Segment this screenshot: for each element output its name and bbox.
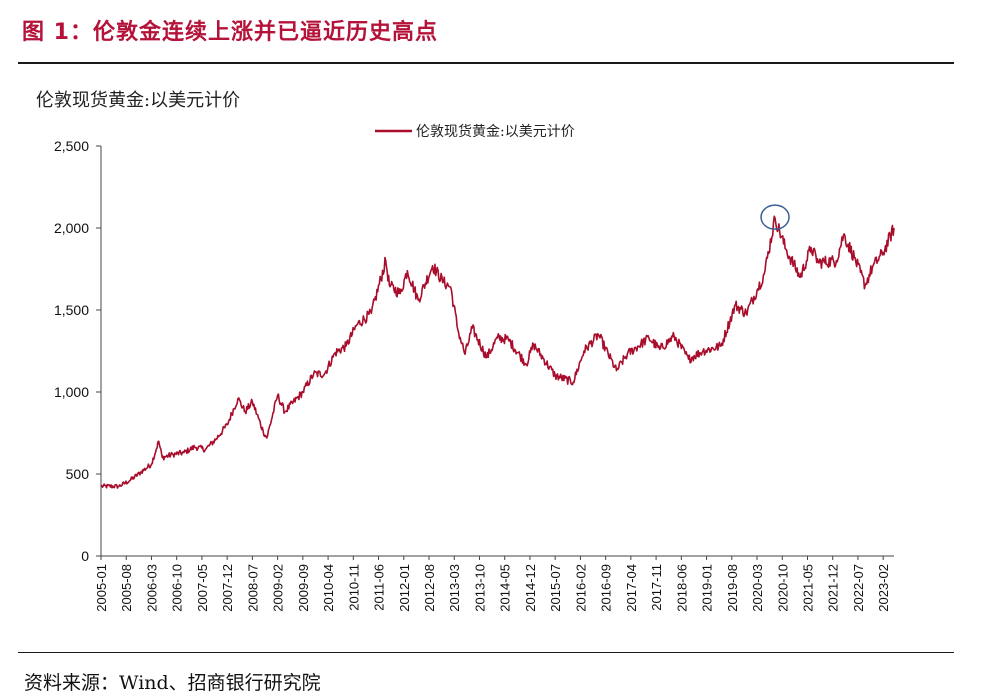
x-tick-label: 2006-10 xyxy=(170,564,185,612)
x-tick-label: 2007-05 xyxy=(195,564,210,612)
x-tick-label: 2021-12 xyxy=(826,564,841,612)
x-tick-label: 2008-07 xyxy=(245,564,260,612)
gold-price-series-line xyxy=(100,215,895,489)
x-tick-label: 2021-05 xyxy=(800,564,815,612)
x-tick-label: 2022-07 xyxy=(851,564,866,612)
unit-label: 伦敦现货黄金:以美元计价 xyxy=(36,90,241,111)
x-tick-label: 2006-03 xyxy=(144,564,159,612)
x-tick-label: 2017-11 xyxy=(649,564,664,611)
x-tick-label: 2018-06 xyxy=(674,564,689,612)
x-tick-label: 2014-05 xyxy=(498,564,513,612)
x-tick-label: 2009-09 xyxy=(296,564,311,612)
x-tick-label: 2013-03 xyxy=(447,564,462,612)
top-rule xyxy=(18,62,954,64)
x-tick-label: 2016-09 xyxy=(599,564,614,612)
plot-area xyxy=(100,204,895,489)
x-tick-label: 2012-08 xyxy=(422,564,437,612)
x-tick-label: 2009-02 xyxy=(271,564,286,612)
x-tick-label: 2020-10 xyxy=(775,564,790,612)
x-tick-label: 2016-02 xyxy=(573,564,588,612)
x-tick-label: 2011-06 xyxy=(372,564,387,611)
y-tick-label: 500 xyxy=(66,466,90,482)
x-tick-label: 2019-01 xyxy=(700,564,715,612)
bottom-rule xyxy=(18,652,954,653)
x-tick-label: 2012-01 xyxy=(397,564,412,612)
x-tick-label: 2014-12 xyxy=(523,564,538,612)
chart-axes xyxy=(100,146,894,557)
x-tick-label: 2023-02 xyxy=(876,564,891,612)
historical-high-marker xyxy=(760,204,790,230)
x-tick-label: 2019-08 xyxy=(725,564,740,612)
x-tick-label: 2005-08 xyxy=(119,564,134,612)
x-tick-label: 2005-01 xyxy=(94,564,109,612)
figure-title: 图 1：伦敦金连续上涨并已逼近历史高点 xyxy=(22,20,438,45)
x-tick-label: 2020-03 xyxy=(750,564,765,612)
y-tick-label: 1,500 xyxy=(54,302,89,318)
y-tick-label: 2,000 xyxy=(54,220,89,236)
x-tick-label: 2017-04 xyxy=(624,564,639,612)
source-note: 资料来源：Wind、招商银行研究院 xyxy=(24,672,321,694)
x-tick-label: 2010-11 xyxy=(346,564,361,611)
x-tick-label: 2007-12 xyxy=(220,564,235,612)
x-tick-label: 2010-04 xyxy=(321,564,336,612)
x-tick-label: 2013-10 xyxy=(472,564,487,612)
legend-label: 伦敦现货黄金:以美元计价 xyxy=(416,123,575,140)
chart-legend: 伦敦现货黄金:以美元计价 xyxy=(375,123,575,140)
y-axis-ticks: 0 500 1,000 1,500 2,000 2,500 xyxy=(54,138,101,564)
x-tick-label: 2015-07 xyxy=(548,564,563,612)
y-tick-label: 0 xyxy=(81,548,89,564)
y-tick-label: 1,000 xyxy=(54,384,89,400)
y-tick-label: 2,500 xyxy=(54,138,89,154)
x-axis-ticks: 2005-01 2005-08 2006-03 2006-10 2007-05 2007-… xyxy=(94,556,891,612)
